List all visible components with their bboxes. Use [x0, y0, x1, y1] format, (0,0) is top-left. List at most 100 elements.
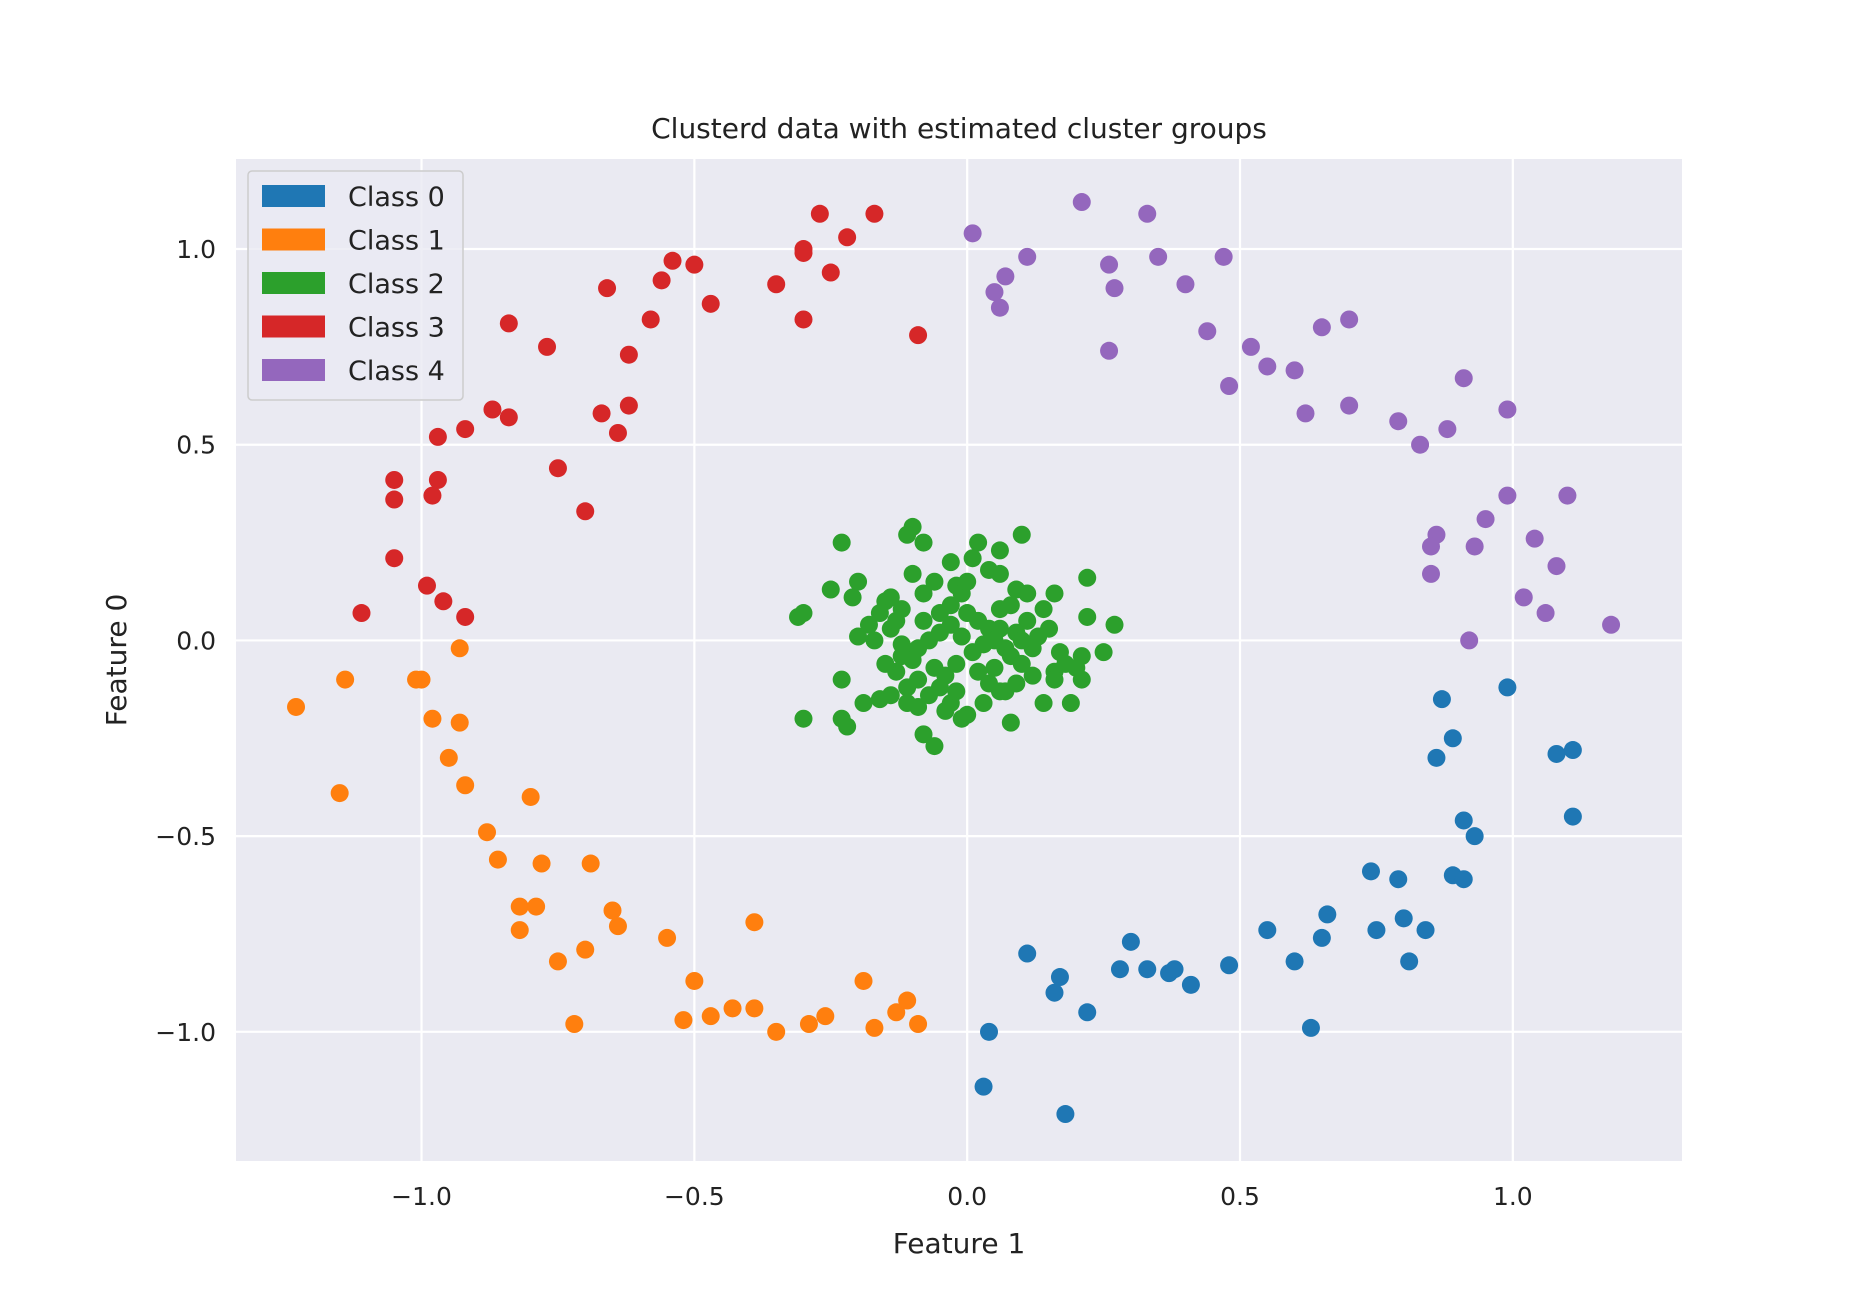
data-point-class-3 — [385, 490, 404, 509]
data-point-class-2 — [914, 584, 933, 603]
data-point-class-2 — [1012, 525, 1031, 544]
data-point-class-2 — [947, 654, 966, 673]
data-point-class-3 — [701, 294, 720, 313]
data-point-class-1 — [510, 921, 529, 940]
data-point-class-1 — [450, 639, 469, 658]
data-point-class-4 — [1285, 361, 1304, 380]
data-point-class-0 — [1432, 690, 1451, 709]
data-point-class-2 — [914, 533, 933, 552]
data-point-class-2 — [870, 690, 889, 709]
data-point-class-0 — [1547, 744, 1566, 763]
data-point-class-1 — [576, 940, 595, 959]
data-point-class-4 — [1536, 604, 1555, 623]
data-point-class-4 — [1149, 247, 1168, 266]
data-point-class-2 — [1018, 611, 1037, 630]
data-point-class-2 — [990, 619, 1009, 638]
data-point-class-1 — [674, 1011, 693, 1030]
data-point-class-0 — [980, 1022, 999, 1041]
data-point-class-0 — [1563, 741, 1582, 760]
data-point-class-3 — [434, 592, 453, 611]
data-point-class-2 — [821, 580, 840, 599]
data-point-class-2 — [1045, 584, 1064, 603]
y-axis-label: Feature 0 — [100, 594, 133, 727]
data-point-class-2 — [1061, 694, 1080, 713]
data-point-class-2 — [898, 525, 917, 544]
data-point-class-2 — [794, 604, 813, 623]
data-point-class-3 — [538, 337, 557, 356]
data-point-class-0 — [1045, 983, 1064, 1002]
data-point-class-4 — [1421, 564, 1440, 583]
data-point-class-4 — [963, 224, 982, 243]
data-point-class-1 — [887, 1003, 906, 1022]
legend-swatch — [262, 359, 325, 381]
data-point-class-4 — [1465, 537, 1484, 556]
data-point-class-3 — [652, 271, 671, 290]
data-point-class-2 — [985, 658, 1004, 677]
data-point-class-1 — [701, 1007, 720, 1026]
data-point-class-0 — [1121, 932, 1140, 951]
data-point-class-3 — [598, 279, 617, 298]
data-point-class-2 — [1078, 607, 1097, 626]
data-point-class-0 — [1367, 921, 1386, 940]
data-point-class-4 — [1558, 486, 1577, 505]
data-point-class-2 — [1072, 670, 1091, 689]
data-point-class-2 — [941, 615, 960, 634]
data-point-class-2 — [1012, 654, 1031, 673]
data-point-class-4 — [1296, 404, 1315, 423]
data-point-class-1 — [456, 776, 475, 795]
chart-title: Clusterd data with estimated cluster gro… — [651, 112, 1267, 145]
data-point-class-1 — [532, 854, 551, 873]
data-point-class-3 — [352, 604, 371, 623]
data-point-class-1 — [816, 1007, 835, 1026]
data-point-class-4 — [1100, 255, 1119, 274]
data-point-class-3 — [865, 204, 884, 223]
data-point-class-2 — [1023, 666, 1042, 685]
data-point-class-1 — [608, 917, 627, 936]
data-point-class-4 — [1340, 396, 1359, 415]
data-point-class-0 — [1427, 748, 1446, 767]
legend-entry-label: Class 1 — [348, 226, 445, 257]
data-point-class-2 — [919, 686, 938, 705]
data-point-class-0 — [1220, 956, 1239, 975]
data-point-class-1 — [510, 897, 529, 916]
data-point-class-2 — [1094, 643, 1113, 662]
legend-swatch — [262, 315, 325, 338]
data-point-class-1 — [854, 971, 873, 990]
data-point-class-2 — [936, 701, 955, 720]
data-point-class-4 — [1421, 537, 1440, 556]
data-point-class-4 — [996, 267, 1015, 286]
data-point-class-4 — [1198, 322, 1217, 341]
data-point-class-2 — [914, 725, 933, 744]
data-point-class-2 — [903, 564, 922, 583]
data-point-class-0 — [974, 1077, 993, 1096]
data-point-class-3 — [619, 345, 638, 364]
data-point-class-2 — [1012, 631, 1031, 650]
data-point-class-3 — [385, 470, 404, 489]
data-point-class-1 — [527, 897, 546, 916]
data-point-class-4 — [1498, 486, 1517, 505]
data-point-class-4 — [1547, 557, 1566, 576]
data-point-class-2 — [974, 694, 993, 713]
data-point-class-2 — [952, 627, 971, 646]
data-point-class-3 — [767, 275, 786, 294]
legend-swatch — [262, 185, 325, 207]
data-point-class-2 — [1078, 568, 1097, 587]
data-point-class-4 — [1514, 588, 1533, 607]
data-point-class-4 — [1438, 420, 1457, 439]
data-point-class-0 — [1018, 944, 1037, 963]
data-point-class-1 — [548, 952, 567, 971]
data-point-class-3 — [417, 576, 436, 595]
data-point-class-4 — [1241, 337, 1260, 356]
data-point-class-3 — [592, 404, 611, 423]
data-point-class-2 — [849, 572, 868, 591]
data-point-class-3 — [821, 263, 840, 282]
data-point-class-4 — [1018, 247, 1037, 266]
legend-swatch — [262, 272, 325, 294]
data-point-class-0 — [1301, 1018, 1320, 1037]
data-point-class-4 — [1176, 275, 1195, 294]
data-point-class-2 — [990, 541, 1009, 560]
data-point-class-2 — [1105, 615, 1124, 634]
data-point-class-3 — [548, 459, 567, 478]
data-point-class-2 — [870, 604, 889, 623]
